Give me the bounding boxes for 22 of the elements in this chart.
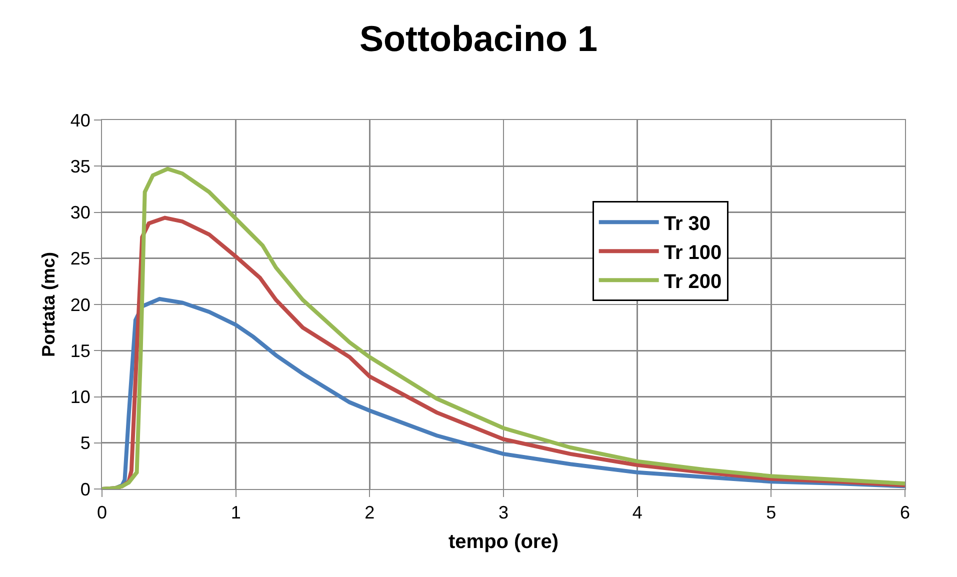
- legend-label: Tr 200: [664, 270, 722, 293]
- x-tick-label: 4: [632, 502, 642, 523]
- y-tick-label: 25: [70, 248, 90, 269]
- x-tick-label: 2: [364, 502, 375, 523]
- y-tick-label: 40: [70, 110, 90, 130]
- x-tick-label: 1: [230, 502, 241, 523]
- y-tick-label: 35: [70, 156, 90, 176]
- x-tick-label: 6: [900, 502, 910, 523]
- y-tick-label: 30: [70, 202, 90, 223]
- y-axis-title: Portata (mc): [38, 252, 59, 358]
- y-tick-label: 0: [80, 479, 90, 500]
- x-tick-label: 5: [766, 502, 776, 523]
- chart-title: Sottobacino 1: [359, 18, 598, 60]
- legend-label: Tr 30: [664, 212, 711, 235]
- y-tick-label: 20: [70, 294, 90, 315]
- y-tick-label: 10: [70, 387, 90, 408]
- legend-label: Tr 100: [664, 242, 722, 264]
- x-tick-label: 0: [96, 502, 108, 523]
- x-axis-title: tempo (ore): [448, 531, 558, 554]
- y-tick-label: 5: [80, 433, 90, 454]
- x-tick-label: 3: [498, 502, 509, 523]
- y-tick-label: 15: [70, 340, 90, 361]
